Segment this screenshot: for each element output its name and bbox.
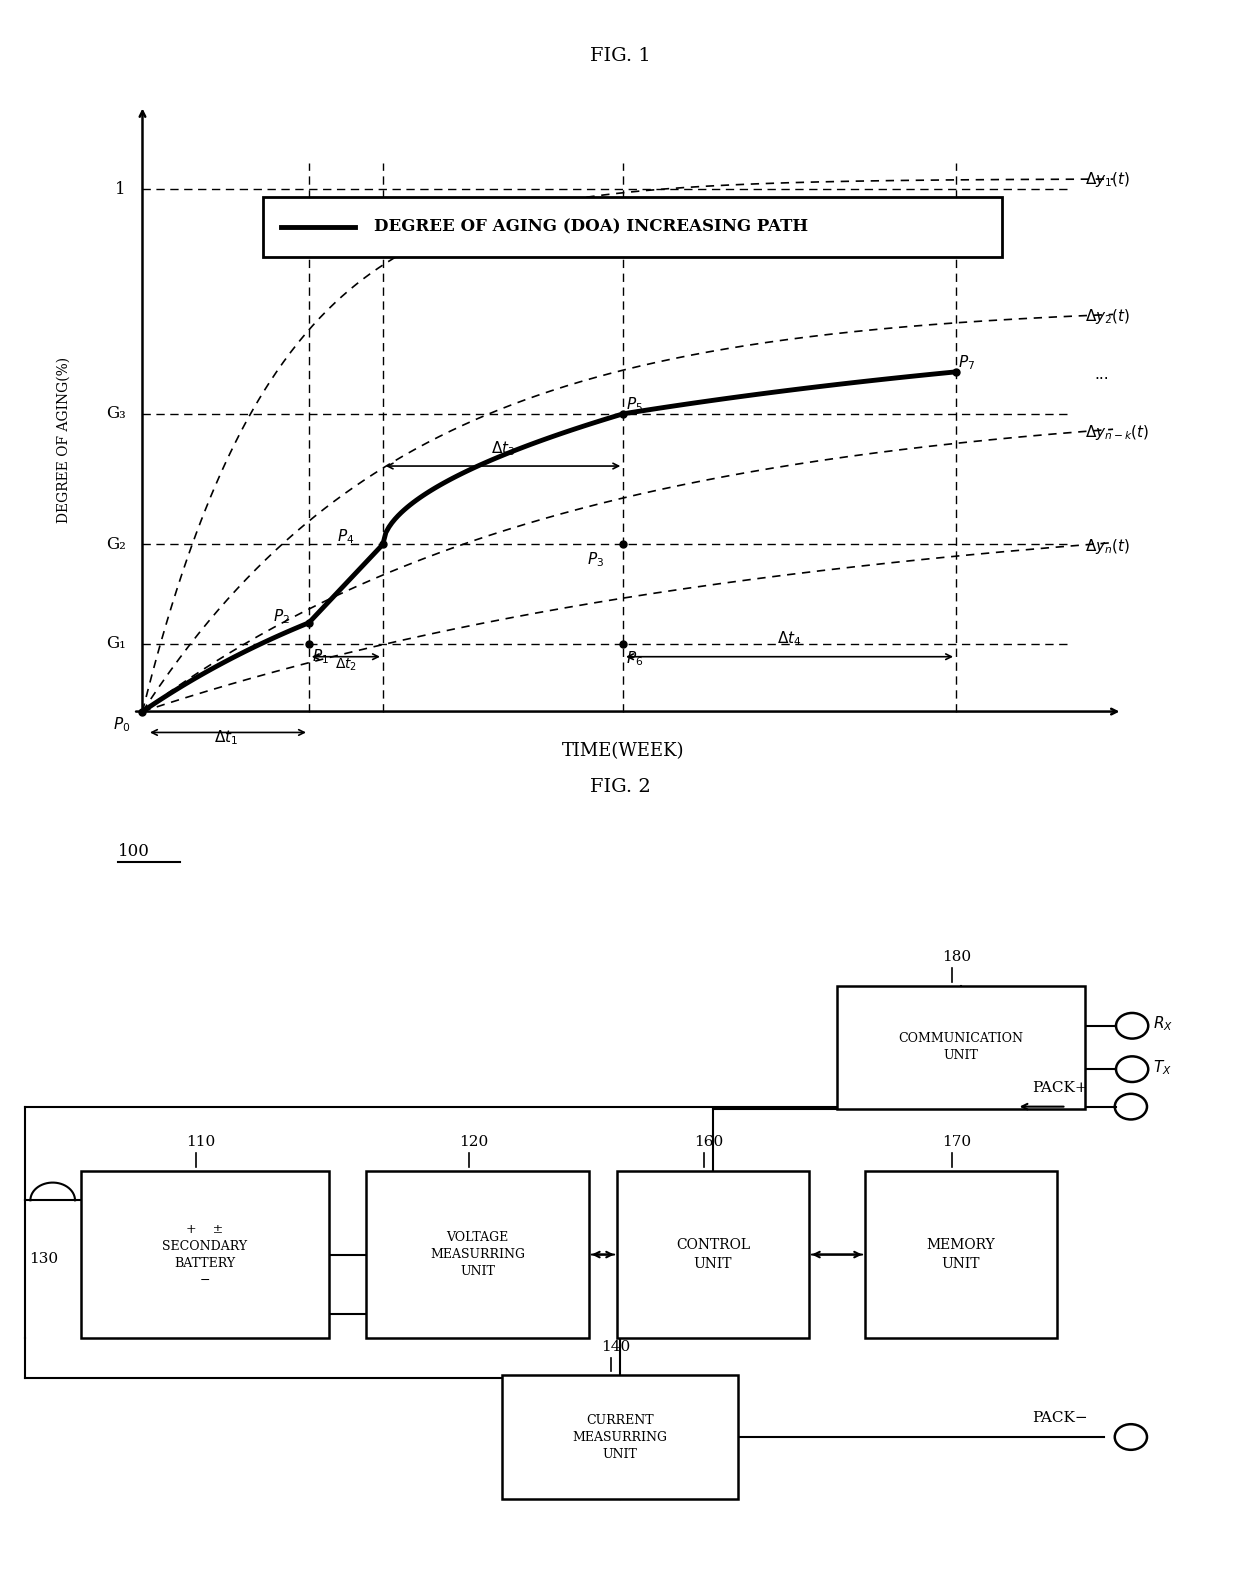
- Text: +    ±
SECONDARY
BATTERY
−: + ± SECONDARY BATTERY −: [162, 1223, 247, 1286]
- Bar: [837, 986, 1085, 1109]
- Text: $P_0$: $P_0$: [114, 715, 130, 734]
- Text: COMMUNICATION
UNIT: COMMUNICATION UNIT: [899, 1032, 1023, 1063]
- Text: $\Delta y_{n-k}(t)$: $\Delta y_{n-k}(t)$: [1085, 423, 1149, 442]
- Text: FIG. 1: FIG. 1: [590, 46, 650, 65]
- Text: $P_6$: $P_6$: [626, 649, 642, 668]
- Text: $\Delta y_1(t)$: $\Delta y_1(t)$: [1085, 170, 1131, 189]
- Text: $T_X$: $T_X$: [1153, 1058, 1172, 1077]
- Text: $P_1$: $P_1$: [311, 647, 329, 666]
- Text: 120: 120: [459, 1136, 489, 1148]
- Text: $\Delta t_1$: $\Delta t_1$: [213, 728, 238, 747]
- Text: $P_4$: $P_4$: [337, 527, 355, 546]
- Text: G₂: G₂: [107, 536, 125, 554]
- Text: 160: 160: [694, 1136, 724, 1148]
- Text: DEGREE OF AGING (DOA) INCREASING PATH: DEGREE OF AGING (DOA) INCREASING PATH: [373, 219, 807, 236]
- Text: $R_X$: $R_X$: [1153, 1015, 1173, 1032]
- Bar: [81, 1170, 329, 1339]
- Text: 110: 110: [186, 1136, 216, 1148]
- Bar: [502, 1375, 738, 1499]
- Text: G₁: G₁: [107, 634, 125, 652]
- Text: CURRENT
MEASURRING
UNIT: CURRENT MEASURRING UNIT: [573, 1413, 667, 1461]
- Text: $\Delta t_4$: $\Delta t_4$: [777, 630, 802, 649]
- Text: $\Delta t_3$: $\Delta t_3$: [491, 439, 515, 458]
- Text: $P_5$: $P_5$: [626, 395, 642, 414]
- Bar: [618, 1170, 808, 1339]
- Bar: [263, 197, 1002, 257]
- Text: PACK−: PACK−: [1033, 1412, 1087, 1426]
- Text: 170: 170: [942, 1136, 971, 1148]
- Text: $P_3$: $P_3$: [587, 550, 604, 569]
- Text: $P_2$: $P_2$: [273, 607, 290, 626]
- Text: $\Delta t_2$: $\Delta t_2$: [335, 657, 357, 672]
- Text: MEMORY
UNIT: MEMORY UNIT: [926, 1239, 996, 1270]
- Bar: [366, 1170, 589, 1339]
- Text: 130: 130: [29, 1253, 58, 1267]
- Text: G₃: G₃: [107, 406, 125, 422]
- Text: VOLTAGE
MEASURRING
UNIT: VOLTAGE MEASURRING UNIT: [430, 1231, 525, 1278]
- Text: 1: 1: [115, 181, 125, 198]
- Text: PACK+: PACK+: [1033, 1080, 1087, 1094]
- Text: $\Delta y_2(t)$: $\Delta y_2(t)$: [1085, 308, 1131, 325]
- Text: 180: 180: [942, 950, 971, 964]
- Text: TIME(WEEK): TIME(WEEK): [562, 742, 684, 760]
- Text: 100: 100: [118, 844, 150, 860]
- Text: $P_7$: $P_7$: [959, 354, 976, 371]
- Text: CONTROL
UNIT: CONTROL UNIT: [676, 1239, 750, 1270]
- Text: 140: 140: [601, 1340, 631, 1354]
- Bar: [866, 1170, 1058, 1339]
- Text: ...: ...: [1095, 366, 1110, 382]
- Text: DEGREE OF AGING(%): DEGREE OF AGING(%): [57, 357, 71, 523]
- Text: $\Delta y_n(t)$: $\Delta y_n(t)$: [1085, 536, 1131, 555]
- Text: FIG. 2: FIG. 2: [590, 777, 650, 796]
